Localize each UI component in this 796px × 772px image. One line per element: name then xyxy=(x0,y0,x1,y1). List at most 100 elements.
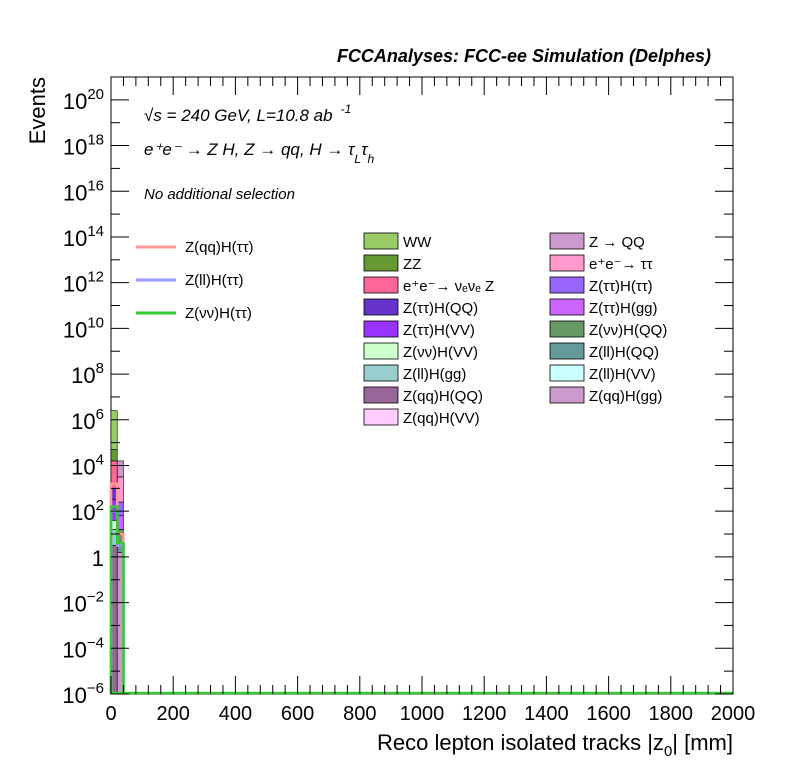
energy-lumi-text: √s = 240 GeV, L=10.8 ab xyxy=(144,106,333,125)
legend-col1-label-7: Z(qq)H(QQ) xyxy=(403,388,483,405)
y-tick-label-8: 108 xyxy=(71,360,104,388)
legend-col2-swatch-0 xyxy=(549,232,585,250)
legend-col2-swatch-6 xyxy=(549,364,585,382)
x-axis-label-tail: | [mm] xyxy=(672,730,733,755)
legend-col1-swatch-3 xyxy=(363,298,399,316)
process-sub-l: L xyxy=(354,152,361,166)
y-tick-label-base: 1 xyxy=(92,546,104,571)
y-tick-label--6: 10−6 xyxy=(62,680,104,708)
y-tick-label-exp: −6 xyxy=(87,680,104,697)
legend-col2-label-2: Z(ττ)H(ττ) xyxy=(589,278,653,295)
x-tick-label-1800: 1800 xyxy=(649,703,694,725)
y-tick-label-10: 1010 xyxy=(63,314,104,342)
process-text: e⁺e⁻ → Z H, Z → qq, H → τ xyxy=(144,140,356,159)
x-axis-label-main: Reco lepton isolated tracks |z xyxy=(377,730,664,755)
x-axis: 0 200 400 600 800 1000 1200 1400 1600 1800 2000 xyxy=(105,77,755,725)
y-tick-label--4: 10−4 xyxy=(62,634,104,662)
y-tick-label--2: 10−2 xyxy=(62,589,104,617)
y-tick-label-exp: 4 xyxy=(96,451,104,468)
legend-col1-swatch-8 xyxy=(363,408,399,426)
x-tick-label-1200: 1200 xyxy=(462,703,507,725)
legend-col1-label-0: WW xyxy=(403,234,432,251)
y-tick-label-base: 10 xyxy=(63,180,87,205)
y-tick-label-exp: 2 xyxy=(96,497,104,514)
y-tick-label-exp: −4 xyxy=(87,634,104,651)
y-tick-label-base: 10 xyxy=(63,89,87,114)
x-tick-label-0: 0 xyxy=(105,703,116,725)
y-tick-label-base: 10 xyxy=(63,226,87,251)
legend-col1-label-4: Z(ττ)H(VV) xyxy=(403,322,475,339)
legend-signal-label-2: Z(νν)H(ττ) xyxy=(185,305,252,322)
signal-histograms xyxy=(109,482,733,695)
legend-col2-label-1: e⁺e⁻→ ττ xyxy=(589,256,653,273)
legend-col1-swatch-0 xyxy=(363,232,399,250)
y-tick-label-base: 10 xyxy=(71,409,95,434)
legend-col1-swatch-6 xyxy=(363,364,399,382)
legend-col1-label-6: Z(ll)H(gg) xyxy=(403,366,466,383)
y-tick-label-base: 10 xyxy=(62,637,86,662)
y-axis: 102010181016101410121010108106104102110−… xyxy=(62,76,733,708)
process-label: e⁺e⁻ → Z H, Z → qq, H → τLτh xyxy=(144,140,374,166)
y-axis-label: Events xyxy=(25,77,50,144)
selection-label: No additional selection xyxy=(144,186,295,203)
signal-line-2 xyxy=(109,505,125,694)
x-tick-label-1000: 1000 xyxy=(400,703,445,725)
legend-signal-label-0: Z(qq)H(ττ) xyxy=(185,239,254,256)
y-tick-label-6: 106 xyxy=(71,406,104,434)
y-tick-label-20: 1020 xyxy=(63,86,104,114)
y-tick-label-base: 10 xyxy=(71,500,95,525)
y-tick-label-exp: 8 xyxy=(96,360,104,377)
stack-bar-1-6 xyxy=(116,460,124,478)
x-axis-label-sub: 0 xyxy=(664,743,672,760)
y-tick-label-14: 1014 xyxy=(63,223,104,251)
process-sub-h: h xyxy=(367,152,374,166)
x-tick-label-200: 200 xyxy=(157,703,190,725)
legend-col2-swatch-1 xyxy=(549,254,585,272)
legend-col2-swatch-4 xyxy=(549,320,585,338)
y-tick-label-exp: 18 xyxy=(87,132,104,149)
legend-backgrounds-col2: Z → QQ e⁺e⁻→ ττ Z(ττ)H(ττ) Z(ττ)H(gg) Z(νν)H… xyxy=(549,232,667,405)
legend-col1-label-8: Z(qq)H(VV) xyxy=(403,410,480,427)
y-tick-label-base: 10 xyxy=(63,317,87,342)
x-tick-label-800: 800 xyxy=(343,703,376,725)
x-tick-label-1400: 1400 xyxy=(524,703,569,725)
legend-col2-label-0: Z → QQ xyxy=(589,234,645,251)
x-tick-label-1600: 1600 xyxy=(586,703,631,725)
legend-col1-swatch-5 xyxy=(363,342,399,360)
stack-bar-0-6 xyxy=(110,449,118,462)
plot-frame xyxy=(110,76,734,695)
y-tick-label-4: 104 xyxy=(71,451,104,479)
legend-col1-label-3: Z(ττ)H(QQ) xyxy=(403,300,478,317)
legend-col1-label-5: Z(νν)H(VV) xyxy=(403,344,478,361)
y-tick-label-0: 1 xyxy=(92,546,104,571)
legend-backgrounds-col1: WW ZZ e⁺e⁻→ νₑνₑ Z Z(ττ)H(QQ) Z(ττ)H(VV) Z(νν… xyxy=(363,232,494,427)
legend-col2-label-7: Z(qq)H(gg) xyxy=(589,388,662,405)
y-tick-label-base: 10 xyxy=(71,454,95,479)
energy-lumi-sup: -1 xyxy=(341,102,352,116)
chart-title: FCCAnalyses: FCC-ee Simulation (Delphes) xyxy=(337,46,711,66)
legend-col2-swatch-7 xyxy=(549,386,585,404)
x-tick-label-400: 400 xyxy=(219,703,252,725)
x-tick-label-600: 600 xyxy=(281,703,314,725)
y-tick-label-18: 1018 xyxy=(63,132,104,160)
y-tick-label-base: 10 xyxy=(63,272,87,297)
y-tick-label-2: 102 xyxy=(71,497,104,525)
stack-bar-0-7 xyxy=(110,410,118,450)
legend-col2-swatch-2 xyxy=(549,276,585,294)
y-tick-label-base: 10 xyxy=(63,135,87,160)
legend-col2-label-3: Z(ττ)H(gg) xyxy=(589,300,658,317)
legend-col2-label-4: Z(νν)H(QQ) xyxy=(589,322,667,339)
legend-col1-swatch-2 xyxy=(363,276,399,294)
y-tick-label-exp: 16 xyxy=(87,177,104,194)
y-tick-label-base: 10 xyxy=(62,592,86,617)
y-tick-label-base: 10 xyxy=(62,683,86,708)
legend-col1-swatch-4 xyxy=(363,320,399,338)
y-tick-label-exp: 10 xyxy=(87,314,104,331)
legend-col1-swatch-7 xyxy=(363,386,399,404)
energy-lumi-label: √s = 240 GeV, L=10.8 ab -1 xyxy=(144,102,351,125)
legend-signal-label-1: Z(ll)H(ττ) xyxy=(185,272,244,289)
y-tick-label-exp: 6 xyxy=(96,406,104,423)
legend-col1-label-2: e⁺e⁻→ νₑνₑ Z xyxy=(403,278,494,295)
legend-col1-swatch-1 xyxy=(363,254,399,272)
